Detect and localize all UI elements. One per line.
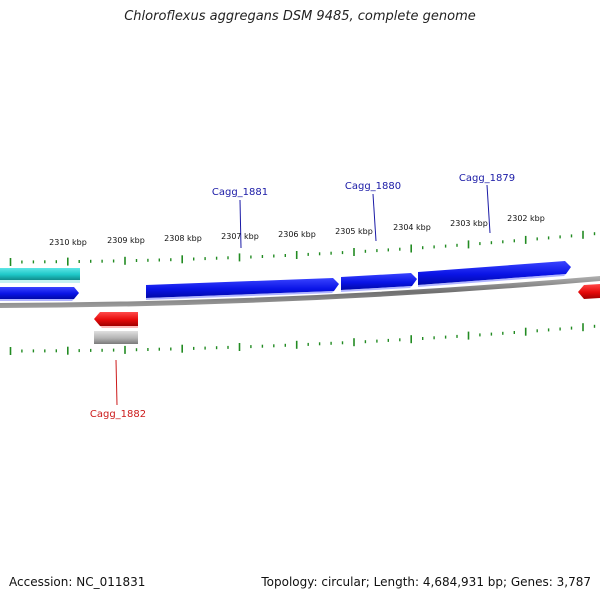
kbp-label-2309: 2309 kbp <box>107 236 145 245</box>
leader-line-cagg-1881 <box>239 199 242 249</box>
kbp-label-2307: 2307 kbp <box>221 232 259 241</box>
kbp-label-2305: 2305 kbp <box>335 227 373 236</box>
gray-feature[interactable] <box>94 331 138 344</box>
gene-label-cagg-1879[interactable]: Cagg_1879 <box>459 173 515 184</box>
gene-arrow-cagg-1881[interactable] <box>146 278 339 300</box>
gene-label-cagg-1880[interactable]: Cagg_1880 <box>345 181 401 192</box>
leader-line-cagg-1880 <box>372 193 377 242</box>
gene-label-cagg-1881[interactable]: Cagg_1881 <box>212 187 268 198</box>
gene-arrow-cagg-1879[interactable] <box>418 261 571 287</box>
rna-feature[interactable] <box>0 268 80 283</box>
kbp-label-2308: 2308 kbp <box>164 234 202 243</box>
genome-summary-text: Topology: circular; Length: 4,684,931 bp… <box>261 575 591 589</box>
outer-tick-track <box>9 230 596 266</box>
inner-tick-track <box>9 323 596 355</box>
leader-line-cagg-1882 <box>115 359 118 406</box>
leader-line-cagg-1879 <box>486 184 491 234</box>
kbp-label-2303: 2303 kbp <box>450 219 488 228</box>
kbp-label-2304: 2304 kbp <box>393 223 431 232</box>
kbp-axis-labels: 2310 kbp 2309 kbp 2308 kbp 2307 kbp 2306… <box>49 214 545 247</box>
accession-text: Accession: NC_011831 <box>9 575 146 589</box>
gene-arrow-reverse-right[interactable] <box>578 284 600 299</box>
kbp-label-2310: 2310 kbp <box>49 238 87 247</box>
gene-arrow-cagg-1880[interactable] <box>341 273 417 292</box>
gene-arrow-cagg-1882[interactable] <box>94 312 138 328</box>
kbp-label-2302: 2302 kbp <box>507 214 545 223</box>
gene-arrow-forward-left[interactable] <box>0 287 79 301</box>
gene-label-cagg-1882[interactable]: Cagg_1882 <box>90 409 146 420</box>
genome-backbone <box>0 276 600 308</box>
genome-title: Chloroflexus aggregans DSM 9485, complet… <box>124 9 476 24</box>
kbp-label-2306: 2306 kbp <box>278 230 316 239</box>
